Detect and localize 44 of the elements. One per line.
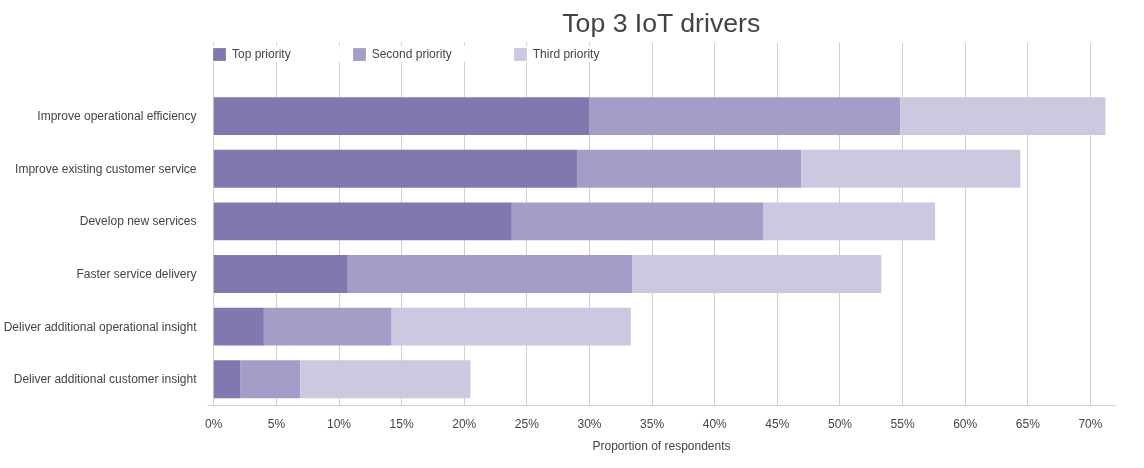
bar <box>213 202 512 241</box>
y-tick-label: Faster service delivery <box>76 266 197 281</box>
x-tick-label: 40% <box>702 416 728 431</box>
bar <box>347 255 633 293</box>
bar <box>763 202 936 241</box>
x-tick-label: 35% <box>640 416 665 431</box>
x-tick-label: 15% <box>389 416 414 431</box>
x-tick-label: 65% <box>1015 416 1041 431</box>
chart-title: Top 3 IoT drivers <box>562 7 761 38</box>
bar <box>213 97 590 136</box>
bar <box>213 360 241 399</box>
bar <box>391 307 631 346</box>
bar <box>263 307 392 346</box>
x-tick-label: 5% <box>267 416 286 431</box>
x-tick-label: 70% <box>1078 416 1103 431</box>
x-axis-title: Proportion of respondents <box>592 438 731 453</box>
legend-label: Third priority <box>532 47 600 61</box>
bar <box>213 149 577 188</box>
x-tick-label: 55% <box>890 416 915 431</box>
y-tick-label: Deliver additional customer insight <box>13 372 198 387</box>
bar <box>300 360 471 399</box>
bar <box>240 360 301 399</box>
legend-label: Second priority <box>371 47 452 61</box>
y-tick-label: Improve operational efficiency <box>37 109 197 124</box>
y-tick-label: Deliver additional operational insight <box>3 319 198 334</box>
bar <box>589 97 901 136</box>
bar <box>213 255 348 293</box>
legend-label: Top priority <box>232 47 291 61</box>
bar <box>900 97 1106 136</box>
x-tick-label: 45% <box>765 416 790 431</box>
x-tick-label: 10% <box>326 416 352 431</box>
bar <box>511 202 764 241</box>
x-tick-label: 30% <box>577 416 602 431</box>
x-tick-label: 20% <box>452 416 477 431</box>
x-tick-label: 60% <box>953 416 978 431</box>
bar <box>801 149 1021 188</box>
x-tick-label: 50% <box>827 416 853 431</box>
y-tick-label: Develop new services <box>79 214 197 229</box>
bar <box>632 255 882 293</box>
x-tick-label: 25% <box>514 416 540 431</box>
y-tick-label: Improve existing customer service <box>15 161 197 176</box>
x-tick-label: 0% <box>205 416 223 431</box>
bar <box>213 307 264 346</box>
bar <box>576 149 802 188</box>
